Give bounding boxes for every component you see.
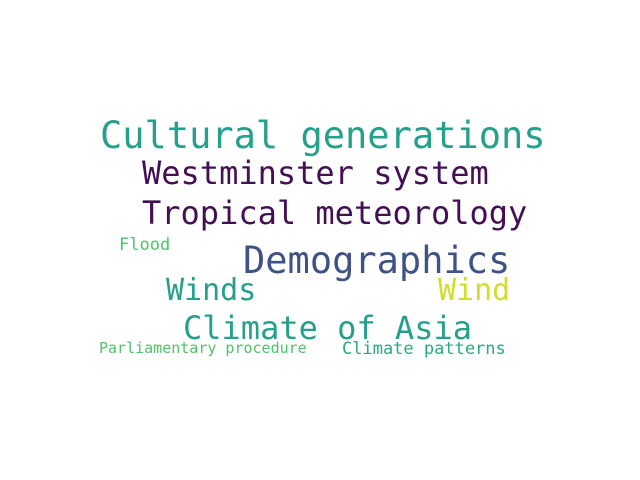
word-climate-of-asia: Climate of Asia xyxy=(183,309,472,347)
word-wind: Wind xyxy=(438,273,511,308)
word-flood: Flood xyxy=(119,235,171,255)
word-climate-patterns: Climate patterns xyxy=(342,339,506,359)
word-tropical-meteorology: Tropical meteorology xyxy=(142,194,528,232)
word-demographics: Demographics xyxy=(243,239,511,282)
word-westminster-system: Westminster system xyxy=(142,154,489,192)
word-parliamentary-procedure: Parliamentary procedure xyxy=(99,339,307,357)
word-cultural-generations: Cultural generations xyxy=(100,114,546,157)
word-winds: Winds xyxy=(166,273,257,308)
